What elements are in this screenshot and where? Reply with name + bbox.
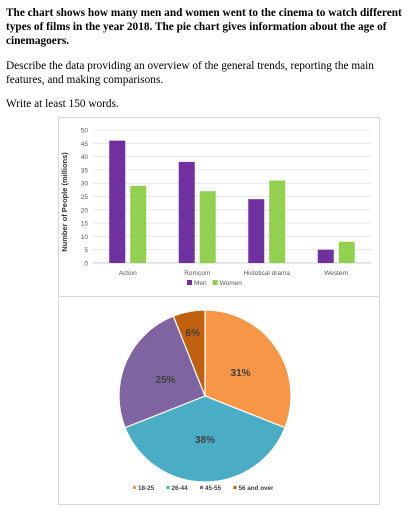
y-tick-label: 5 xyxy=(84,247,88,254)
task-describe: Describe the data providing an overview … xyxy=(6,60,374,86)
pie-slice xyxy=(172,309,206,397)
y-tick-label: 15 xyxy=(81,221,89,228)
bar-men xyxy=(109,140,126,263)
y-tick-label: 25 xyxy=(81,194,89,201)
task-word-count: Write at least 150 words. xyxy=(6,98,119,110)
legend-swatch xyxy=(166,486,170,489)
pie-data-label: 25% xyxy=(156,375,176,386)
legend-swatch xyxy=(200,486,203,489)
y-tick-label: 40 xyxy=(81,154,89,161)
pie-slice xyxy=(124,395,286,483)
legend-swatch xyxy=(187,280,192,285)
legend-swatch xyxy=(233,486,237,489)
y-tick-label: 10 xyxy=(81,234,89,241)
bar-men xyxy=(317,249,334,263)
bar-men xyxy=(248,199,265,263)
x-tick-label: Romcom xyxy=(184,270,210,277)
pie-data-label: 38% xyxy=(195,435,215,446)
task-lead: The chart shows how many men and women w… xyxy=(6,7,402,47)
legend-label: Women xyxy=(220,280,243,287)
pie-data-label: 31% xyxy=(231,368,251,379)
y-tick-label: 20 xyxy=(81,207,89,214)
legend-label: 26-44 xyxy=(172,485,189,492)
pie-slice xyxy=(204,309,292,429)
y-tick-label: 35 xyxy=(81,167,89,174)
bar-women xyxy=(269,180,286,263)
legend-swatch xyxy=(212,280,218,285)
y-tick-label: 50 xyxy=(81,128,89,135)
x-tick-label: Action xyxy=(119,270,137,277)
x-tick-label: Western xyxy=(324,270,348,277)
bar-women xyxy=(199,191,216,263)
bar-chart-panel: Number of People (millions) 0 5 10 15 20 25 30… xyxy=(58,117,380,297)
bar-y-axis-label: Number of People (millions) xyxy=(60,152,69,252)
y-tick-label: 45 xyxy=(81,141,89,148)
bar-men xyxy=(178,161,195,263)
pie-data-label: 6% xyxy=(186,328,201,339)
bar-women xyxy=(338,241,355,263)
y-tick-label: 30 xyxy=(81,181,89,188)
pie-chart: 31% 38% 25% 6% 18-25 26-44 45-55 56 and over xyxy=(118,309,292,492)
legend-swatch xyxy=(133,486,136,489)
bar-chart: Number of People (millions) 0 5 10 15 20 25 30… xyxy=(60,128,371,287)
legend-label: 45-55 xyxy=(205,485,222,492)
legend-label: 56 and over xyxy=(239,485,275,492)
legend-label: Men xyxy=(194,280,207,287)
legend-label: 18-25 xyxy=(138,485,155,492)
bar-women xyxy=(130,185,147,263)
task-instructions: The chart shows how many men and women w… xyxy=(6,6,412,121)
pie-slice xyxy=(118,315,206,429)
pie-chart-panel: 31% 38% 25% 6% 18-25 26-44 45-55 56 and over xyxy=(58,296,380,505)
x-tick-label: Histotical drama xyxy=(243,270,290,277)
y-tick-label: 0 xyxy=(84,261,88,268)
